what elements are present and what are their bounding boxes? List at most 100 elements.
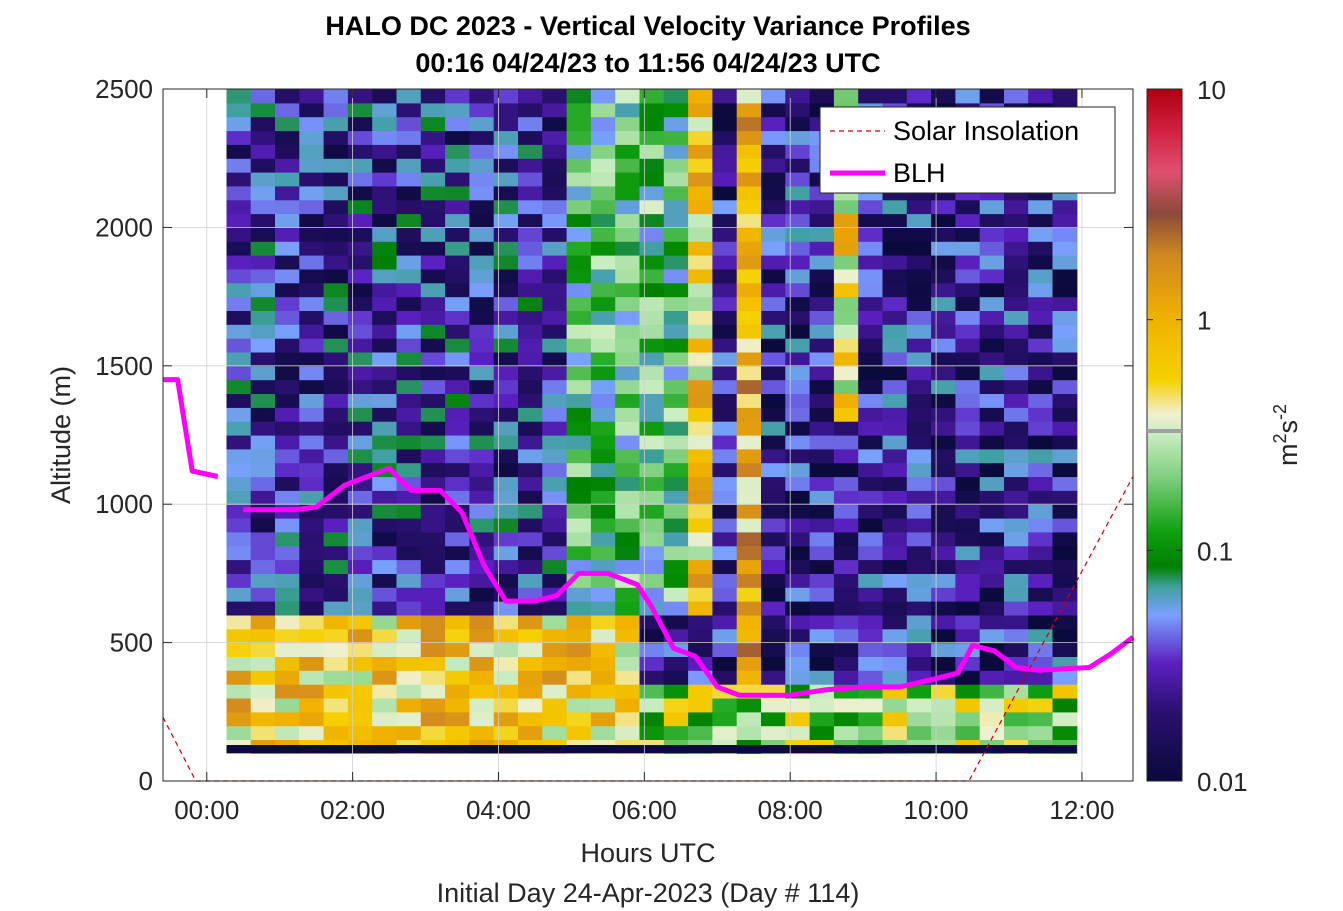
heatmap-cell [809,338,835,353]
heatmap-cell [882,365,908,381]
heatmap-cell [979,518,1005,533]
heatmap-cell [372,199,398,215]
heatmap-cell [663,684,689,699]
heatmap-cell [542,158,568,173]
y-tick-label: 1500 [95,351,153,381]
heatmap-cell [542,421,568,436]
heatmap-cell [299,476,325,491]
heatmap-cell [688,352,713,367]
heatmap-cell [931,628,956,644]
heatmap-cell [590,421,616,436]
heatmap-cell [493,158,519,173]
heatmap-cell [1004,490,1029,505]
heatmap-cell [518,407,543,422]
heatmap-cell [736,255,762,270]
heatmap-cell [761,587,786,602]
heatmap-cell [566,310,592,325]
heatmap-cell [712,352,738,367]
heatmap-cell [615,268,641,284]
heatmap-cell [688,379,713,394]
heatmap-cell [761,476,786,491]
heatmap-cell [445,172,470,187]
heatmap-cell [809,89,835,104]
heatmap-cell [663,601,689,616]
heatmap-cell [566,158,592,173]
heatmap-cell [226,324,252,339]
y-tick-label: 2500 [95,74,153,104]
heatmap-cell [518,573,543,588]
heatmap-cell [493,435,519,450]
heatmap-cell [1052,393,1078,408]
heatmap-cell [226,89,252,104]
heatmap-cell [833,324,859,339]
heatmap-cell [833,587,859,602]
heatmap-cell [688,684,713,699]
heatmap-cell [663,144,689,159]
heatmap-cell [445,296,470,311]
heatmap-cell [396,421,422,436]
heatmap-cell [809,490,835,505]
heatmap-cell [396,213,422,228]
heatmap-cell [396,296,422,311]
heatmap-cell [493,379,519,394]
heatmap-cell [518,642,543,657]
heatmap-cell [590,158,616,173]
heatmap-cell [518,393,543,408]
solar-insolation-line [162,476,1134,782]
heatmap-cell [639,656,665,671]
legend: Solar Insolation BLH [819,106,1116,194]
heatmap-cell [566,711,592,727]
heatmap-cell [542,89,568,104]
heatmap-cell [761,518,786,533]
heatmap-cell [858,435,884,450]
heatmap-cell [542,601,568,616]
heatmap-cell [809,199,835,215]
heatmap-cell [1052,670,1078,685]
heatmap-cell [396,448,422,464]
heatmap-cell [250,268,276,284]
heatmap-cell [396,172,422,187]
heatmap-cell [736,158,762,173]
heatmap-cell [1052,421,1078,436]
heatmap-cell [493,698,519,713]
heatmap-cell [1028,241,1054,256]
heatmap-cell [639,670,665,685]
heatmap-cell [858,296,884,311]
heatmap-cell [396,255,422,270]
heatmap-cell [590,614,616,630]
heatmap-cell [785,144,811,159]
heatmap-cell [663,102,689,118]
heatmap-cell [275,338,300,353]
heatmap-cell [761,365,786,381]
heatmap-cell [736,725,762,740]
heatmap-cell [736,614,762,630]
heatmap-cell [955,698,981,713]
heatmap-cell [858,379,884,394]
heatmap-cell [858,656,884,671]
heatmap-cell [785,587,811,602]
colorbar-tick-label: 10 [1197,75,1226,105]
heatmap-cell [761,172,786,187]
heatmap-cell [250,130,276,145]
heatmap-cell [347,255,373,270]
heatmap-cell [882,642,908,657]
heatmap-cell [615,324,641,339]
heatmap-cell [469,158,495,173]
heatmap-cell [736,656,762,671]
heatmap-cell [372,241,398,256]
heatmap-cell [979,213,1005,228]
heatmap-cell [250,656,276,671]
heatmap-cell [906,684,932,699]
heatmap-cell [663,531,689,547]
heatmap-cell [761,421,786,436]
heatmap-cell [226,725,252,740]
heatmap-cell [833,241,859,256]
heatmap-cell [250,435,276,450]
heatmap-cell [469,296,495,311]
heatmap-cell [566,172,592,187]
heatmap-cell [761,656,786,671]
heatmap-cell [275,255,300,270]
heatmap-cell [226,227,252,242]
heatmap-cell [736,490,762,505]
heatmap-cell [1028,199,1054,215]
